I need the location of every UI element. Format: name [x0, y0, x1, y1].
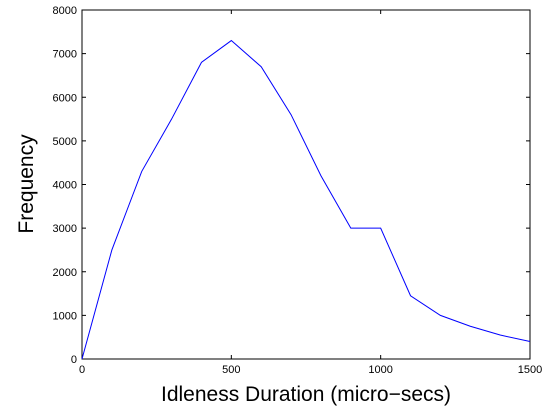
x-tick-label: 1500: [518, 364, 542, 376]
x-tick-label: 1000: [368, 364, 392, 376]
y-axis-label: Frequency: [15, 134, 38, 234]
y-tick-label: 5000: [53, 136, 77, 148]
x-tick-label: 0: [79, 364, 85, 376]
y-tick-label: 1000: [53, 310, 77, 322]
y-tick-label: 2000: [53, 267, 77, 279]
y-tick-label: 3000: [53, 223, 77, 235]
plot-area: [82, 10, 530, 359]
y-tick-label: 8000: [53, 5, 77, 17]
x-axis-label: Idleness Duration (micro−secs): [161, 383, 451, 406]
y-tick-label: 4000: [53, 180, 77, 192]
y-tick-label: 0: [71, 354, 77, 366]
x-tick-label: 500: [222, 364, 240, 376]
y-tick-label: 6000: [53, 92, 77, 104]
y-tick-label: 7000: [53, 49, 77, 61]
